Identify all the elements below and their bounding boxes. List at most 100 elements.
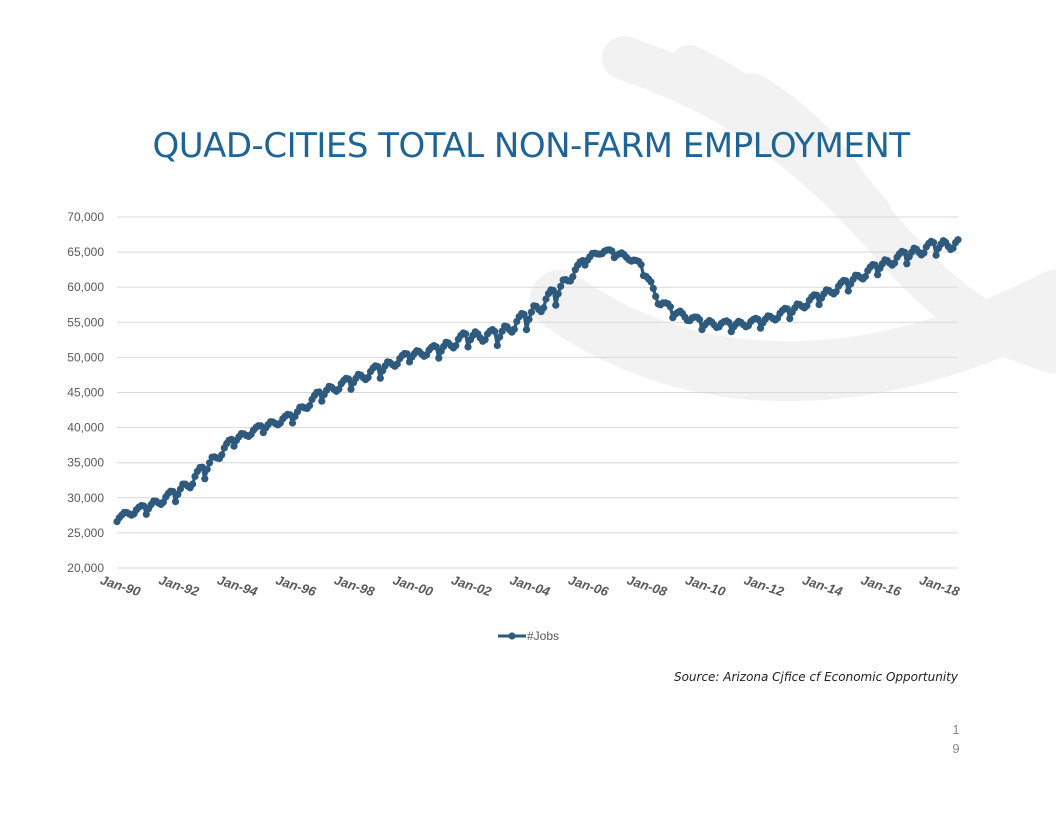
series-jobs [113,236,962,526]
data-point [554,290,562,298]
x-tick-label: Jan-96 [274,572,319,599]
data-point [481,336,489,344]
data-point [335,385,343,393]
x-tick-label: Jan-16 [859,572,904,599]
data-point [696,315,704,324]
data-point [815,301,823,309]
data-point [345,375,353,383]
legend-label-jobs: #Jobs [527,629,559,643]
data-point [949,244,957,252]
x-tick-label: Jan-98 [332,572,377,599]
data-point [201,475,209,483]
data-point [218,451,226,459]
data-point [525,315,533,323]
data-point [288,419,297,427]
data-point [347,385,355,393]
data-point [803,302,811,310]
data-point [171,498,180,506]
y-tick-label: 65,000 [67,245,104,259]
data-point [832,288,840,296]
data-point [306,402,314,410]
watermark-arc-inner [733,73,881,224]
data-point [608,247,616,255]
x-tick-label: Jan-12 [742,572,787,599]
data-point [527,308,536,316]
y-tick-label: 70,000 [67,210,104,224]
data-point [557,282,565,290]
data-point [874,271,882,279]
data-point [756,324,765,332]
x-tick-label: Jan-08 [625,572,670,599]
x-tick-label: Jan-06 [567,572,612,599]
data-point [844,287,852,295]
data-point [891,259,899,267]
data-point [725,318,733,326]
data-point [954,236,962,244]
y-tick-label: 40,000 [67,421,104,435]
y-tick-label: 30,000 [67,491,104,505]
data-point [376,374,384,382]
data-point [920,249,928,257]
data-point [930,239,938,247]
data-point [510,325,518,333]
data-point [903,260,911,268]
y-tick-label: 35,000 [67,456,104,470]
x-tick-label: Jan-90 [98,572,143,599]
data-point [493,341,501,350]
source-note: Source: Arizona Cjfice cf Economic Oppor… [673,670,958,684]
data-point [666,303,675,311]
data-point [142,510,150,518]
data-point [374,363,382,371]
y-tick-label: 60,000 [67,280,104,294]
data-point [569,273,577,281]
data-point [647,278,655,286]
data-point [652,292,660,300]
data-point [364,373,372,381]
x-tick-label: Jan-92 [157,572,202,599]
data-point [432,343,440,351]
data-point [491,327,499,336]
y-tick-label: 25,000 [67,526,104,540]
data-point [203,465,211,473]
y-tick-label: 55,000 [67,315,104,329]
data-point [786,315,794,323]
y-tick-label: 45,000 [67,386,104,400]
page-number-digit-2: 9 [952,741,960,756]
x-tick-label: Jan-02 [450,572,495,599]
page-number-digit-1: 1 [952,722,960,737]
data-point [464,343,472,351]
legend: #Jobs [498,629,559,643]
x-tick-label: Jan-14 [801,572,846,599]
x-tick-label: Jan-00 [391,572,436,599]
data-point [230,442,238,450]
data-point [649,284,657,292]
data-point [540,304,548,312]
y-tick-label: 50,000 [67,350,104,364]
x-tick-label: Jan-04 [508,572,553,599]
x-tick-label: Jan-18 [918,572,963,599]
data-point [206,459,214,467]
x-axis: Jan-90 Jan-92 Jan-94 Jan-96 Jan-98 Jan-00 Jan-… [98,572,962,599]
x-tick-label: Jan-94 [215,572,260,599]
series-line-jobs [115,238,960,523]
data-point [522,326,531,334]
gridlines [117,216,958,569]
data-point [462,330,470,338]
watermark-arc-lower [530,270,1056,402]
data-point [496,333,504,341]
chart-title: QUAD-CITIES TOTAL NON-FARM EMPLOYMENT [152,126,910,166]
y-axis: 20,000 25,000 30,000 35,000 40,000 45,000 50,0… [67,210,104,575]
data-point [552,301,560,309]
data-point [435,354,443,362]
data-point [393,360,401,368]
y-tick-label: 20,000 [67,561,104,575]
data-point [542,295,550,303]
data-point [189,480,197,488]
data-point [932,251,940,259]
data-point [318,397,326,405]
data-point [637,261,645,269]
data-point [452,342,460,350]
data-point [900,248,909,256]
